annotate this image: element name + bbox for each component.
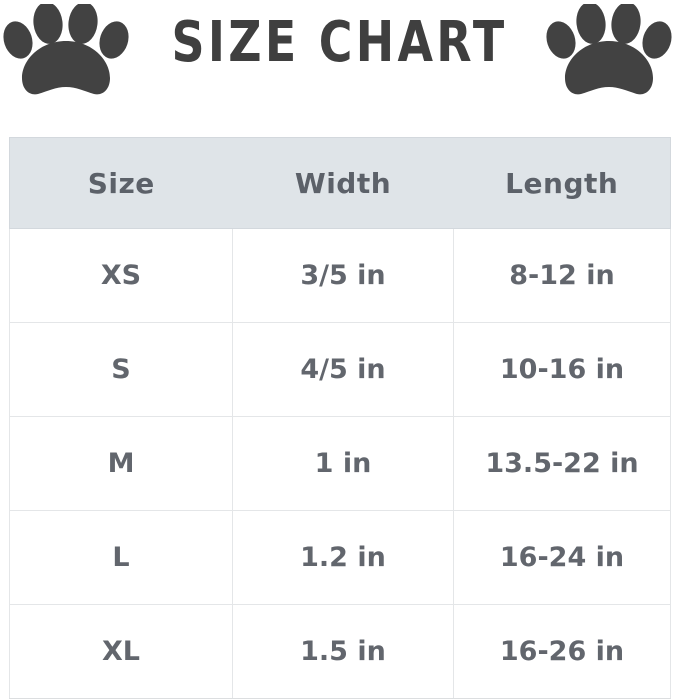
cell-length: 16-24 in	[453, 510, 671, 605]
cell-width: 1.5 in	[232, 604, 454, 699]
cell-size: S	[9, 322, 233, 417]
chart-header: SIZE CHART	[0, 0, 679, 122]
cell-length: 13.5-22 in	[453, 416, 671, 511]
table-header-row: Size Width Length	[9, 137, 671, 229]
table-body: XS 3/5 in 8-12 in S 4/5 in 10-16 in M 1 …	[9, 228, 671, 699]
table-head: Size Width Length	[9, 137, 671, 229]
cell-width: 1 in	[232, 416, 454, 511]
table-row: XL 1.5 in 16-26 in	[9, 604, 671, 699]
cell-width: 1.2 in	[232, 510, 454, 605]
table-row: S 4/5 in 10-16 in	[9, 322, 671, 417]
column-header-length: Length	[453, 137, 671, 229]
size-table: Size Width Length XS 3/5 in 8-12 in S 4/…	[9, 137, 671, 699]
paw-print-icon	[545, 4, 677, 100]
cell-length: 16-26 in	[453, 604, 671, 699]
cell-size: L	[9, 510, 233, 605]
table-row: L 1.2 in 16-24 in	[9, 510, 671, 605]
column-header-size: Size	[9, 137, 233, 229]
table-row: M 1 in 13.5-22 in	[9, 416, 671, 511]
page-title: SIZE CHART	[171, 10, 508, 75]
size-table-container: Size Width Length XS 3/5 in 8-12 in S 4/…	[9, 137, 671, 699]
table-row: XS 3/5 in 8-12 in	[9, 228, 671, 323]
cell-size: XL	[9, 604, 233, 699]
cell-length: 8-12 in	[453, 228, 671, 323]
paw-print-icon	[2, 4, 134, 100]
cell-length: 10-16 in	[453, 322, 671, 417]
cell-size: XS	[9, 228, 233, 323]
cell-width: 4/5 in	[232, 322, 454, 417]
cell-width: 3/5 in	[232, 228, 454, 323]
column-header-width: Width	[232, 137, 454, 229]
cell-size: M	[9, 416, 233, 511]
